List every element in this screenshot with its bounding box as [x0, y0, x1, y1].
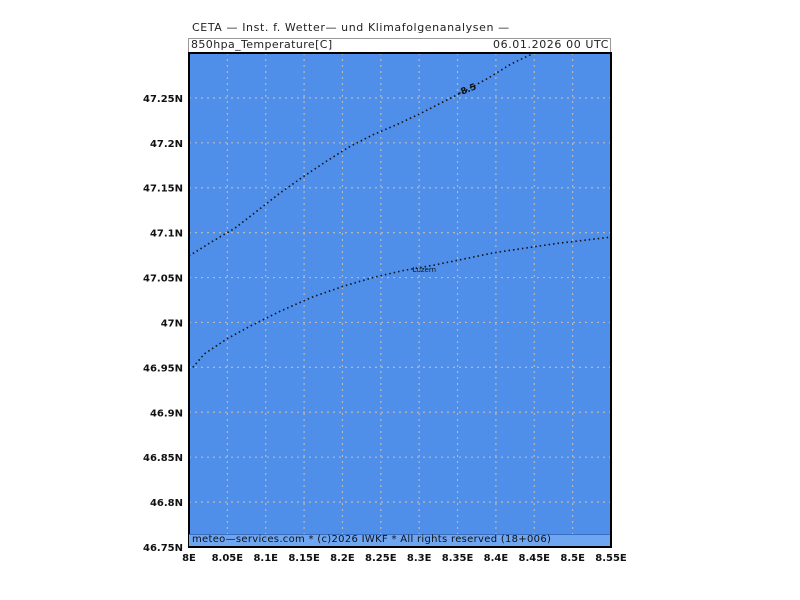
- institute-title: CETA — Inst. f. Wetter— und Klimafolgena…: [192, 21, 510, 34]
- lat-tick-label: 47.15N: [143, 184, 183, 195]
- river-line: [192, 236, 612, 368]
- lon-tick-label: 8.1E: [253, 553, 278, 564]
- isotherm-line: [188, 52, 535, 257]
- parameter-label: 850hpa_Temperature[C]: [191, 38, 333, 51]
- lat-tick-label: 47.2N: [150, 139, 183, 150]
- lon-tick-label: 8.2E: [330, 553, 355, 564]
- lon-tick-label: 8.05E: [212, 553, 244, 564]
- lon-tick-label: 8.55E: [595, 553, 627, 564]
- river-line-group: [192, 236, 612, 368]
- lon-tick-label: 8.3E: [407, 553, 432, 564]
- latitude-ticks: 47.25N 47.2N 47.15N 47.1N 47.05N 47N 46.95N 46.…: [143, 94, 183, 554]
- lat-tick-label: 46.75N: [143, 543, 183, 554]
- lon-tick-label: 8.45E: [519, 553, 551, 564]
- lat-tick-label: 46.85N: [143, 453, 183, 464]
- datetime-label: 06.01.2026 00 UTC: [493, 38, 609, 51]
- lat-tick-label: 47.1N: [150, 229, 183, 240]
- copyright-text: meteo—services.com * (c)2026 IWKF * All …: [192, 534, 552, 545]
- lat-tick-label: 47N: [161, 318, 183, 329]
- lon-tick-label: 8E: [182, 553, 196, 564]
- lon-tick-label: 8.4E: [484, 553, 509, 564]
- map-frame: [188, 52, 612, 548]
- lon-tick-label: 8.35E: [442, 553, 474, 564]
- city-group: Luzern: [413, 266, 436, 274]
- lon-tick-label: 8.15E: [288, 553, 320, 564]
- lat-tick-label: 47.25N: [143, 94, 183, 105]
- longitude-ticks: 8E 8.05E 8.1E 8.15E 8.2E 8.25E 8.3E 8.35E 8.4E 8.…: [182, 553, 627, 564]
- lat-tick-label: 47.05N: [143, 274, 183, 285]
- lon-tick-label: 8.5E: [560, 553, 585, 564]
- lat-tick-label: 46.9N: [150, 408, 183, 419]
- copyright-bar: [189, 534, 610, 546]
- subheader-frame: [188, 38, 611, 52]
- lat-tick-label: 46.8N: [150, 498, 183, 509]
- map-area: [189, 53, 611, 547]
- lat-tick-label: 46.95N: [143, 363, 183, 374]
- city-label: Luzern: [413, 266, 436, 274]
- lon-tick-label: 8.25E: [365, 553, 397, 564]
